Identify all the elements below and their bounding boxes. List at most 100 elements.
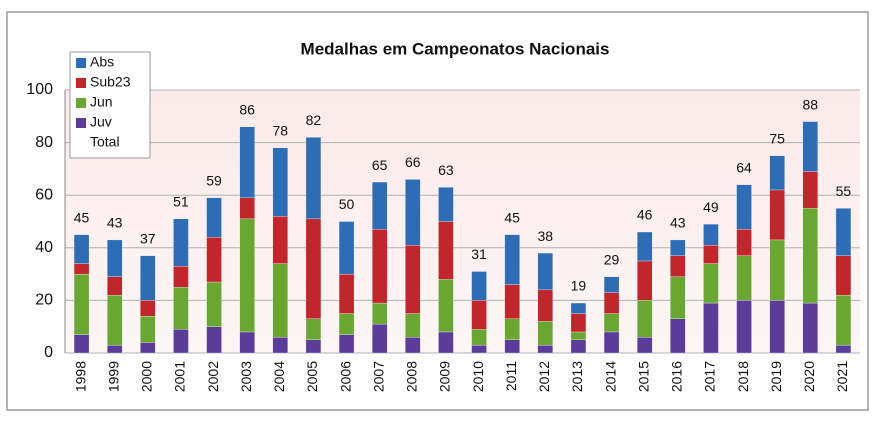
bar-segment (206, 197, 222, 238)
bar-segment (173, 329, 189, 354)
bar-segment (173, 266, 189, 288)
bar-segment (471, 344, 487, 354)
bar-segment (637, 231, 653, 262)
bar-segment (537, 252, 553, 291)
bar-segment (835, 294, 852, 346)
bar-segment (338, 313, 355, 335)
bar-segment (305, 339, 322, 354)
total-label: 46 (637, 207, 653, 223)
bar-segment (835, 208, 852, 256)
x-tick-label: 2019 (768, 361, 784, 392)
x-tick-label: 1998 (72, 361, 88, 392)
total-label: 38 (538, 228, 554, 244)
bar-segment (107, 344, 123, 354)
bar-segment (802, 302, 818, 354)
bar-segment (603, 276, 620, 293)
bar-segment (703, 263, 719, 304)
total-label: 88 (803, 96, 819, 112)
bar-segment (338, 334, 355, 354)
bar-segment (637, 300, 653, 338)
legend-swatch (76, 58, 86, 68)
legend-label: Juv (90, 114, 112, 130)
total-label: 37 (140, 230, 156, 246)
x-tick-label: 2012 (536, 361, 552, 392)
total-label: 78 (273, 123, 289, 139)
bar-segment (570, 339, 587, 354)
bar-segment (537, 344, 553, 354)
bar-segment (769, 239, 785, 301)
total-label: 45 (74, 209, 90, 225)
total-label: 49 (703, 199, 719, 215)
bar-segment (140, 342, 156, 354)
bar-segment (802, 208, 818, 304)
total-label: 63 (438, 162, 454, 178)
bar-segment (603, 331, 620, 354)
bar-segment (504, 234, 520, 285)
total-label: 19 (571, 278, 587, 294)
x-tick-label: 1999 (105, 361, 121, 392)
bar-segment (107, 294, 123, 346)
x-tick-label: 2011 (503, 361, 519, 391)
bar-segment (504, 284, 520, 319)
y-tick-label: 40 (35, 239, 53, 256)
bar-segment (670, 276, 686, 319)
bar-segment (140, 316, 156, 343)
bar-segment (835, 344, 852, 354)
x-tick-label: 2000 (139, 361, 155, 392)
y-tick-label: 100 (26, 81, 53, 98)
chart-title: Medalhas em Campeonatos Nacionais (301, 39, 610, 58)
bar-segment (405, 245, 421, 314)
bar-segment (372, 323, 388, 354)
x-tick-label: 2016 (669, 361, 685, 392)
bar-segment (670, 318, 686, 354)
bar-segment (73, 334, 90, 354)
bar-segment (372, 229, 388, 304)
x-tick-label: 2009 (437, 361, 453, 392)
x-tick-label: 2006 (337, 361, 353, 392)
y-tick-label: 20 (35, 292, 53, 309)
bar-segment (769, 300, 785, 354)
y-tick-label: 60 (35, 186, 53, 203)
bar-segment (239, 197, 255, 220)
total-label: 82 (306, 112, 322, 128)
legend-label: Jun (90, 94, 113, 110)
x-tick-label: 2017 (702, 361, 718, 392)
x-tick-label: 2005 (304, 361, 320, 392)
bar-segment (405, 179, 421, 246)
x-tick-label: 2021 (834, 361, 850, 392)
bar-segment (703, 245, 719, 264)
bar-segment (73, 263, 90, 275)
bar-segment (570, 302, 587, 314)
total-label: 51 (173, 194, 189, 210)
y-tick-label: 0 (44, 344, 53, 361)
bar-segment (107, 276, 123, 296)
bar-segment (239, 126, 255, 198)
legend-swatch (76, 118, 86, 128)
bar-segment (504, 339, 520, 354)
legend-swatch (76, 78, 86, 88)
bar-segment (107, 239, 123, 277)
x-tick-label: 2020 (801, 361, 817, 392)
bar-segment (670, 239, 686, 256)
x-tick-label: 2001 (172, 361, 188, 392)
bar-segment (802, 171, 818, 209)
bar-segment (140, 300, 156, 317)
plot-area (65, 90, 860, 353)
bar-segment (405, 337, 421, 354)
total-label: 45 (504, 209, 520, 225)
legend-label: Abs (90, 54, 114, 70)
bar-segment (438, 279, 454, 333)
bar-segment (206, 281, 222, 327)
bar-segment (438, 187, 454, 222)
bar-segment (272, 263, 288, 338)
bar-segment (272, 147, 288, 217)
bar-segment (537, 321, 553, 346)
bar-segment (140, 255, 156, 301)
total-label: 86 (239, 102, 255, 118)
bar-segment (703, 223, 719, 246)
bar-segment (570, 331, 587, 340)
x-tick-label: 2013 (569, 361, 585, 392)
bar-segment (372, 302, 388, 325)
legend-swatch (76, 98, 86, 108)
bar-segment (736, 184, 752, 230)
